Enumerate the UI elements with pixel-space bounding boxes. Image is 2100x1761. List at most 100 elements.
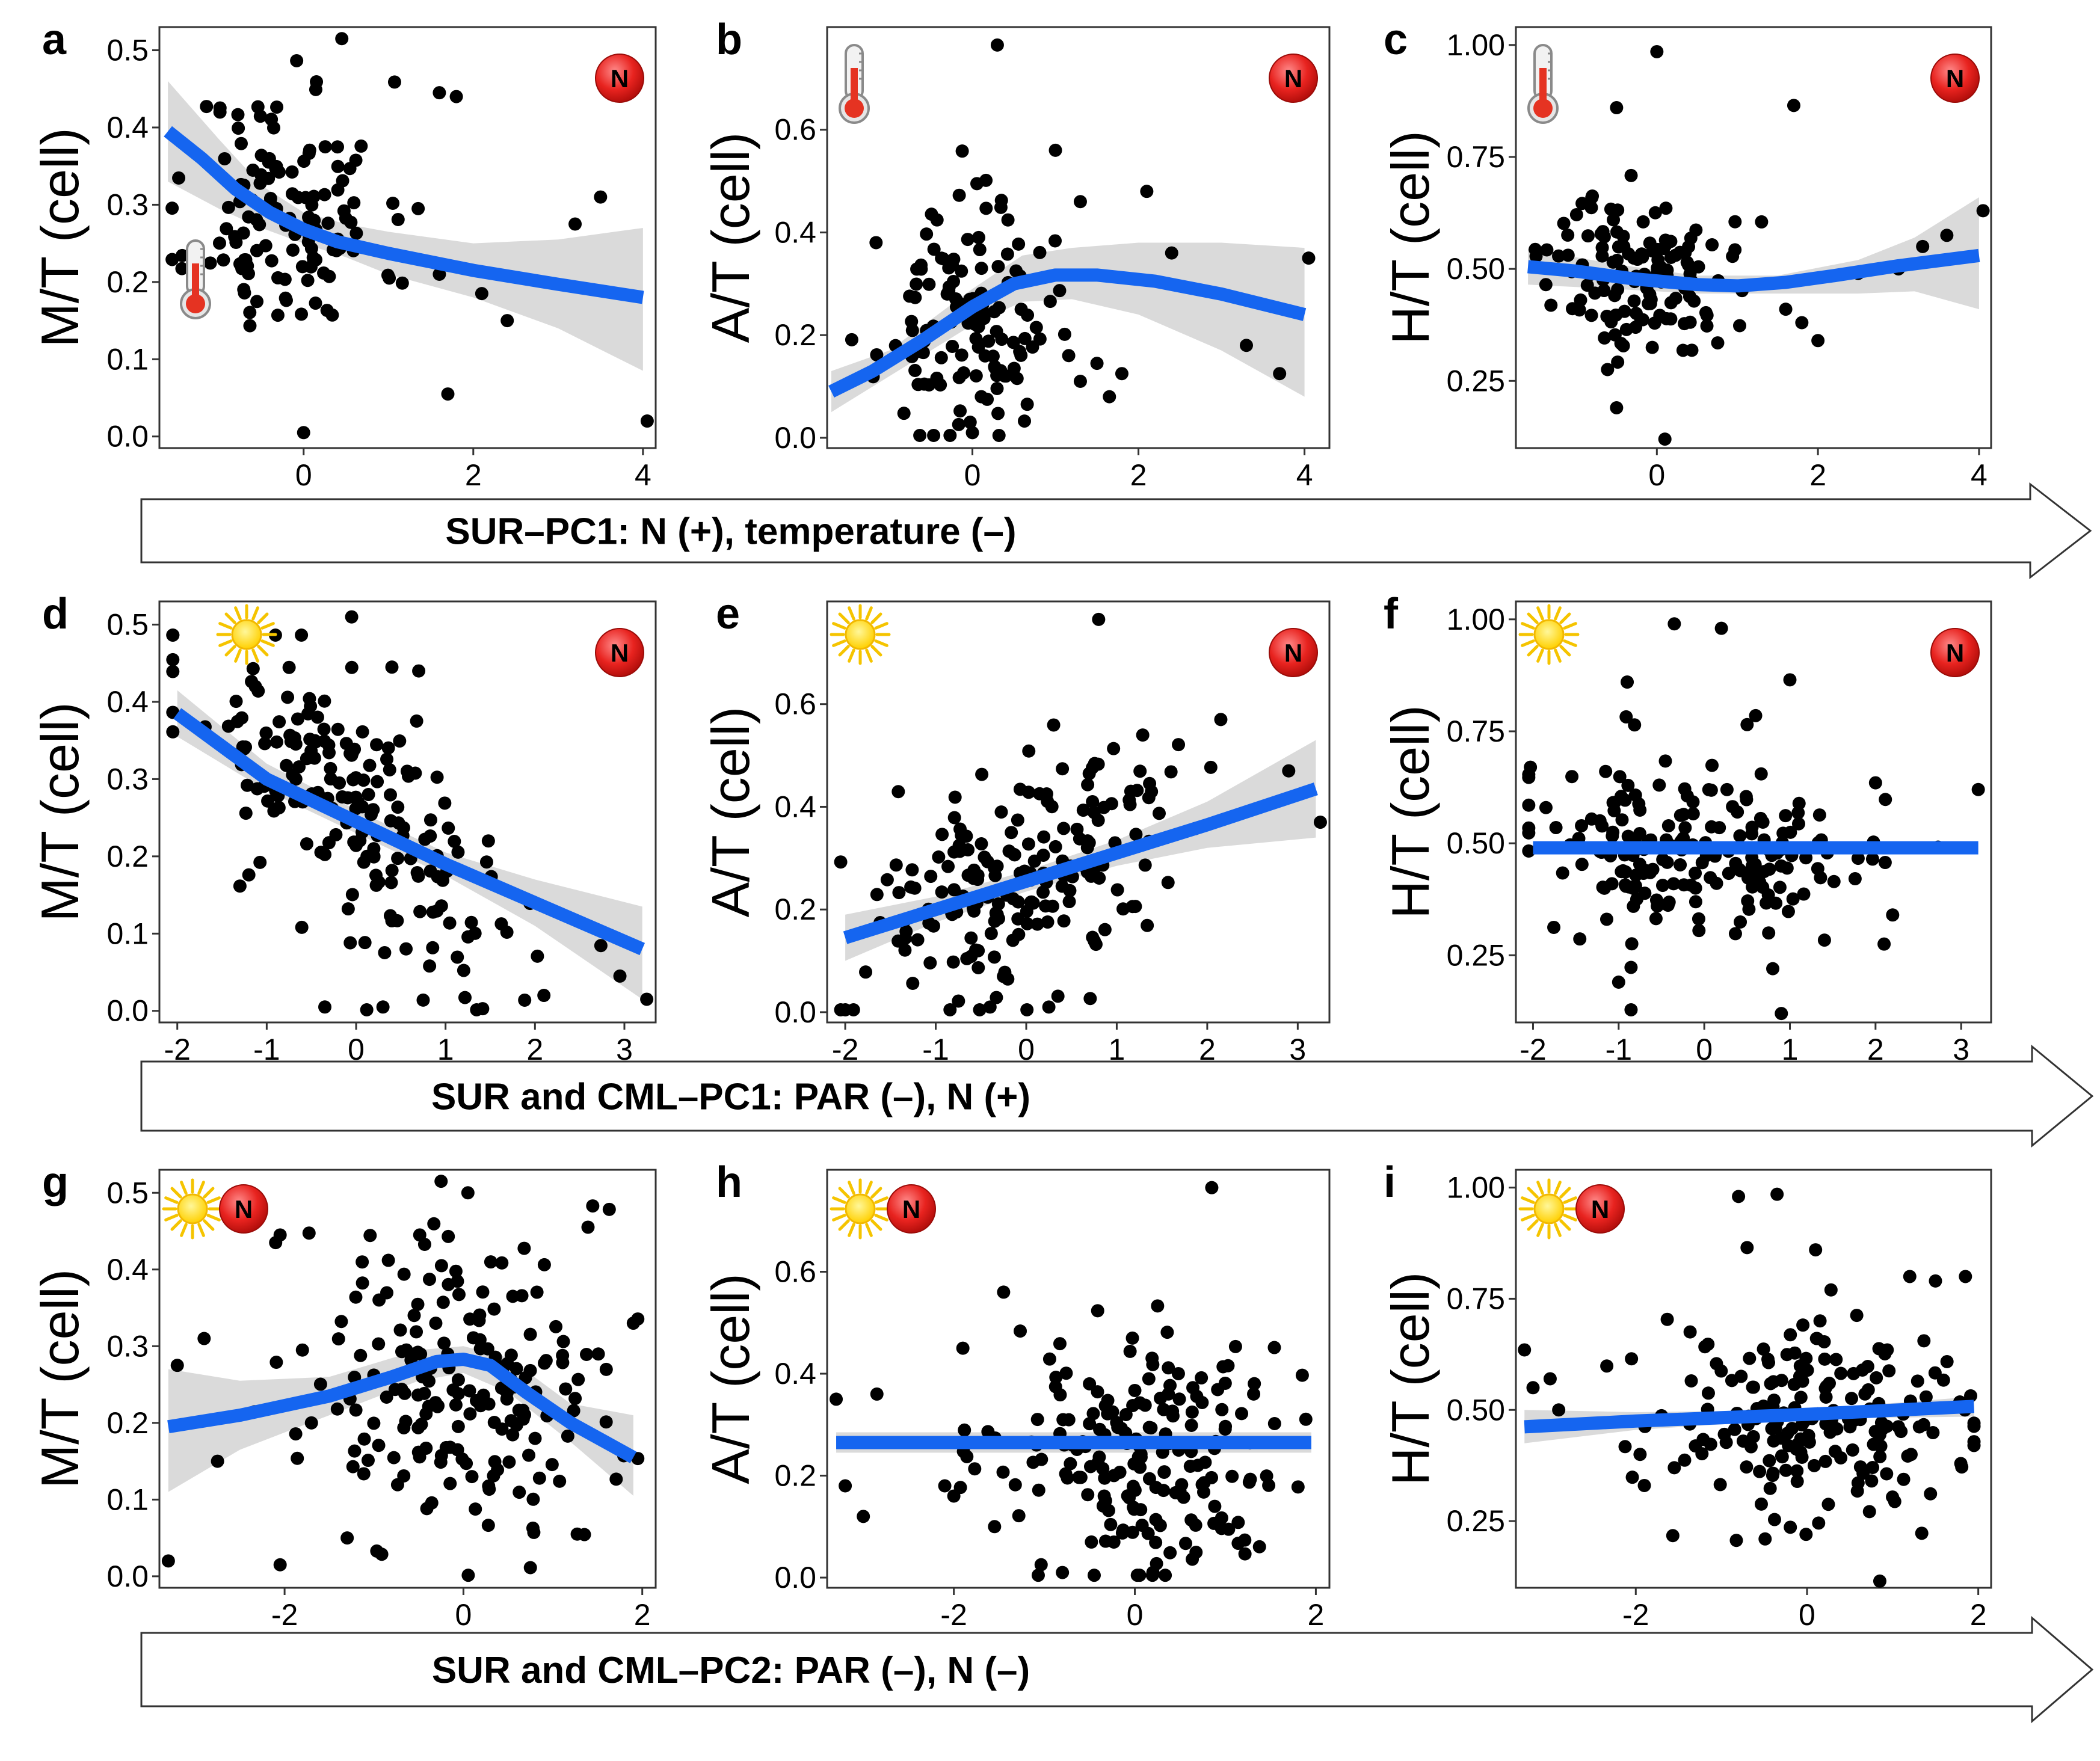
data-point xyxy=(1110,1416,1124,1430)
data-point xyxy=(1048,840,1062,853)
data-point xyxy=(1775,1007,1788,1021)
data-point xyxy=(229,695,243,708)
data-point xyxy=(1561,228,1575,242)
data-point xyxy=(321,217,335,230)
x-tick-label: 0 xyxy=(1127,1598,1144,1632)
data-point xyxy=(1007,361,1021,375)
data-point xyxy=(282,660,296,674)
data-point xyxy=(1204,760,1218,774)
data-point xyxy=(1042,1000,1056,1014)
data-point xyxy=(870,1387,884,1401)
data-point xyxy=(963,416,977,429)
data-point xyxy=(261,794,275,808)
data-point xyxy=(449,90,463,103)
data-point xyxy=(375,1547,389,1561)
data-point xyxy=(955,828,968,842)
data-point xyxy=(1110,883,1124,897)
data-point xyxy=(1795,1451,1809,1464)
data-point xyxy=(335,32,349,46)
data-point xyxy=(1575,858,1589,871)
data-point xyxy=(537,1258,551,1271)
y-tick-label: 0.75 xyxy=(1447,1282,1505,1315)
data-point xyxy=(1031,1569,1045,1582)
data-point xyxy=(905,324,919,337)
data-point xyxy=(1083,992,1097,1006)
x-tick-label: 0 xyxy=(964,458,981,492)
data-point xyxy=(484,1255,497,1269)
y-tick-label: 0.6 xyxy=(774,113,816,147)
y-tick-label: 1.00 xyxy=(1447,28,1505,62)
data-point xyxy=(331,159,345,173)
data-point xyxy=(436,1295,450,1309)
data-point xyxy=(932,850,946,864)
data-point xyxy=(1000,247,1014,261)
data-point xyxy=(1198,1455,1212,1469)
x-tick-label: 2 xyxy=(465,458,482,492)
thermometer-icon xyxy=(180,239,211,319)
data-point xyxy=(443,916,457,930)
data-point xyxy=(348,1444,362,1458)
scatter-points xyxy=(161,1175,645,1582)
data-point xyxy=(539,1354,553,1368)
data-point xyxy=(423,959,437,973)
data-point xyxy=(1667,877,1681,891)
data-point xyxy=(1714,621,1728,635)
data-point xyxy=(517,1241,531,1255)
data-point xyxy=(1824,1283,1838,1297)
data-point xyxy=(1638,887,1652,900)
data-point xyxy=(556,1335,570,1348)
data-point xyxy=(570,1527,584,1541)
data-point xyxy=(1057,822,1071,835)
data-point xyxy=(1732,319,1746,333)
data-point xyxy=(1086,794,1100,808)
data-point xyxy=(1084,869,1098,883)
data-point xyxy=(1624,168,1638,182)
data-point xyxy=(1809,1243,1823,1257)
data-point xyxy=(318,1000,331,1014)
data-point xyxy=(243,306,257,319)
data-point xyxy=(1695,1447,1709,1461)
scatter-points xyxy=(1529,45,1990,446)
data-point xyxy=(1780,861,1794,875)
data-point xyxy=(200,100,214,114)
data-point xyxy=(991,260,1005,274)
data-point xyxy=(1802,1428,1815,1442)
data-point xyxy=(1618,1440,1632,1454)
data-point xyxy=(1609,308,1623,322)
data-point xyxy=(341,902,355,916)
data-point xyxy=(395,276,409,290)
data-point xyxy=(1791,817,1805,831)
data-point xyxy=(955,144,969,158)
data-point xyxy=(522,1448,536,1462)
data-point xyxy=(1748,862,1762,876)
data-point xyxy=(166,653,180,666)
data-point xyxy=(334,1315,348,1329)
data-point xyxy=(500,314,514,328)
data-point xyxy=(1014,348,1028,362)
data-point xyxy=(1024,895,1038,909)
data-point xyxy=(273,1558,287,1572)
data-point xyxy=(1739,790,1753,804)
data-point xyxy=(988,950,1002,964)
data-point xyxy=(913,429,927,442)
data-point xyxy=(975,262,988,275)
data-point xyxy=(834,855,848,869)
data-point xyxy=(393,1323,407,1337)
data-point xyxy=(1725,1374,1738,1388)
data-point xyxy=(1119,1408,1133,1422)
data-point xyxy=(947,275,961,289)
data-point xyxy=(347,196,361,210)
data-point xyxy=(1053,284,1067,298)
x-tick-label: 2 xyxy=(634,1598,651,1632)
data-point xyxy=(1828,1445,1842,1458)
data-point xyxy=(1787,99,1800,112)
data-point xyxy=(947,883,961,897)
data-point xyxy=(285,187,299,201)
data-point xyxy=(981,392,994,406)
data-point xyxy=(1680,789,1694,803)
data-point xyxy=(1009,264,1023,278)
data-point xyxy=(1001,213,1015,227)
x-tick-label: 2 xyxy=(1809,458,1826,492)
data-point xyxy=(269,1236,283,1250)
data-point xyxy=(1719,1436,1733,1449)
